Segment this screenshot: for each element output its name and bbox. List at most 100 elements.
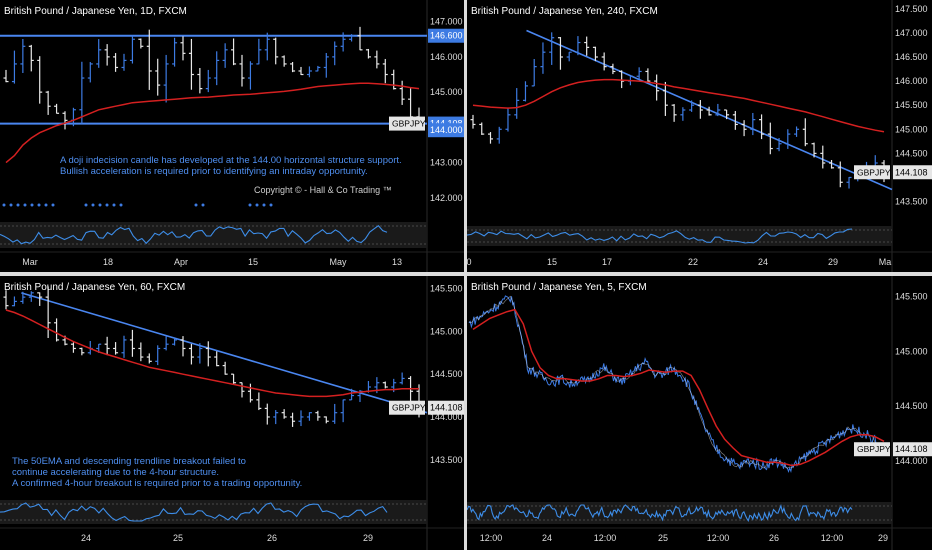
date-axis-label: 26 — [267, 533, 277, 543]
price-axis-label: 145.000 — [895, 346, 928, 356]
price-axis-label: 144.000 — [430, 412, 463, 422]
price-axis-label: 144.500 — [895, 401, 928, 411]
price-axis-label: 147.000 — [430, 17, 463, 27]
chart-title: British Pound / Japanese Yen, 5, FXCM — [471, 282, 647, 293]
price-line — [468, 295, 883, 474]
oscillator-pane — [0, 222, 427, 248]
chart-panel-daily[interactable]: 147.000 146.000 145.000 144.000 143.000 142.0… — [0, 0, 464, 272]
signal-dot — [23, 203, 27, 207]
date-axis-label: 22 — [688, 257, 698, 267]
level-tag: 144.000 — [430, 125, 463, 135]
price-axis-label: 144.500 — [430, 369, 463, 379]
price-axis-label: 144.500 — [895, 148, 928, 158]
date-axis-label: 24 — [758, 257, 768, 267]
price-axis-label: 145.500 — [895, 100, 928, 110]
current-price-tag-bg — [893, 165, 932, 180]
panel-divider-horizontal[interactable] — [0, 272, 932, 276]
date-axis-label: May — [329, 257, 347, 267]
level-tag: 146.600 — [430, 31, 463, 41]
oscillator-pane — [467, 226, 892, 246]
signal-dot — [262, 203, 266, 207]
price-axis-label: 142.000 — [430, 193, 463, 203]
date-axis-label: 29 — [828, 257, 838, 267]
price-axis-label: 145.000 — [430, 87, 463, 97]
signal-dot — [37, 203, 41, 207]
date-axis-label: 12:00 — [821, 533, 844, 543]
date-axis-label: 0 — [467, 257, 472, 267]
date-axis-label: 12:00 — [480, 533, 503, 543]
chart-panel-1h[interactable]: 145.500 145.000 144.500 144.000 143.500 GBPJP… — [0, 276, 464, 550]
signal-dot — [269, 203, 273, 207]
price-axis-label: 143.000 — [430, 158, 463, 168]
oscillator-line — [467, 503, 853, 522]
date-axis-label: 29 — [363, 533, 373, 543]
date-axis-label: 18 — [103, 257, 113, 267]
chart-panel-4h[interactable]: 147.500 147.000 146.500 146.000 145.500 145.0… — [467, 0, 932, 272]
symbol-tag-bg — [854, 442, 890, 457]
oscillator-line — [0, 224, 388, 245]
copyright-text: Copyright © - Hall & Co Trading ™ — [254, 185, 392, 195]
date-axis-label: 12:00 — [707, 533, 730, 543]
signal-dot — [255, 203, 259, 207]
signal-dot — [44, 203, 48, 207]
chart-title: British Pound / Japanese Yen, 1D, FXCM — [4, 6, 187, 17]
1h-chart-svg: 145.500 145.000 144.500 144.000 143.500 GBPJP… — [0, 276, 464, 550]
price-axis-label: 143.500 — [895, 197, 928, 207]
date-axis-label: 25 — [173, 533, 183, 543]
price-axis-label: 146.000 — [430, 52, 463, 62]
price-axis-label: 144.000 — [895, 456, 928, 466]
oscillator-pane — [467, 502, 892, 524]
signal-dot — [119, 203, 123, 207]
signal-dot — [16, 203, 20, 207]
price-axis-label: 145.000 — [430, 326, 463, 336]
analysis-note: The 50EMA and descending trendline break… — [12, 456, 303, 489]
date-axis-label: 29 — [878, 533, 888, 543]
date-axis-label: 12:00 — [594, 533, 617, 543]
signal-dot — [201, 203, 205, 207]
symbol-tag-bg — [389, 400, 425, 415]
symbol-tag-bg — [854, 165, 890, 180]
date-axis-label: 24 — [81, 533, 91, 543]
current-price-tag: 144.108 — [430, 403, 463, 413]
date-axis-label: 17 — [602, 257, 612, 267]
date-axis-label: 25 — [658, 533, 668, 543]
chart-title: British Pound / Japanese Yen, 60, FXCM — [4, 282, 186, 293]
signal-dot — [248, 203, 252, 207]
price-axis-label: 145.500 — [430, 284, 463, 294]
symbol-tag-bg — [389, 116, 425, 131]
date-axis-label: 13 — [392, 257, 402, 267]
signal-dot — [105, 203, 109, 207]
current-price-tag: 144.108 — [895, 444, 928, 454]
date-axis-label: 15 — [547, 257, 557, 267]
signal-dot — [84, 203, 88, 207]
5m-chart-svg: 145.500 145.000 144.500 144.000 GBPJPY 144.10… — [467, 276, 932, 550]
symbol-tag: GBPJPY — [857, 444, 891, 454]
signal-dot — [9, 203, 13, 207]
signal-dot — [30, 203, 34, 207]
signal-dot — [112, 203, 116, 207]
4h-chart-svg: 147.500 147.000 146.500 146.000 145.500 145.0… — [467, 0, 932, 272]
ema-line — [472, 308, 885, 467]
date-axis-label: Apr — [174, 257, 188, 267]
date-axis-label: Mar — [22, 257, 38, 267]
signal-dot — [2, 203, 6, 207]
oscillator-line — [0, 502, 388, 522]
date-axis-label: 15 — [248, 257, 258, 267]
level-tag-bg — [428, 123, 464, 138]
ema-line — [5, 82, 420, 164]
symbol-tag: GBPJPY — [392, 119, 426, 129]
ema-line — [5, 309, 419, 398]
signal-dot — [194, 203, 198, 207]
date-axis-label: 26 — [769, 533, 779, 543]
price-axis-label: 143.500 — [430, 455, 463, 465]
signal-dot — [91, 203, 95, 207]
current-price-tag: 144.108 — [895, 167, 928, 177]
symbol-tag: GBPJPY — [392, 403, 426, 413]
date-axis-label: 24 — [542, 533, 552, 543]
price-line-overlay — [468, 295, 883, 469]
signal-dot — [98, 203, 102, 207]
current-price-tag-bg — [428, 400, 464, 415]
chart-panel-5m[interactable]: 145.500 145.000 144.500 144.000 GBPJPY 144.10… — [467, 276, 932, 550]
ema-line — [472, 78, 885, 133]
symbol-tag: GBPJPY — [857, 167, 891, 177]
